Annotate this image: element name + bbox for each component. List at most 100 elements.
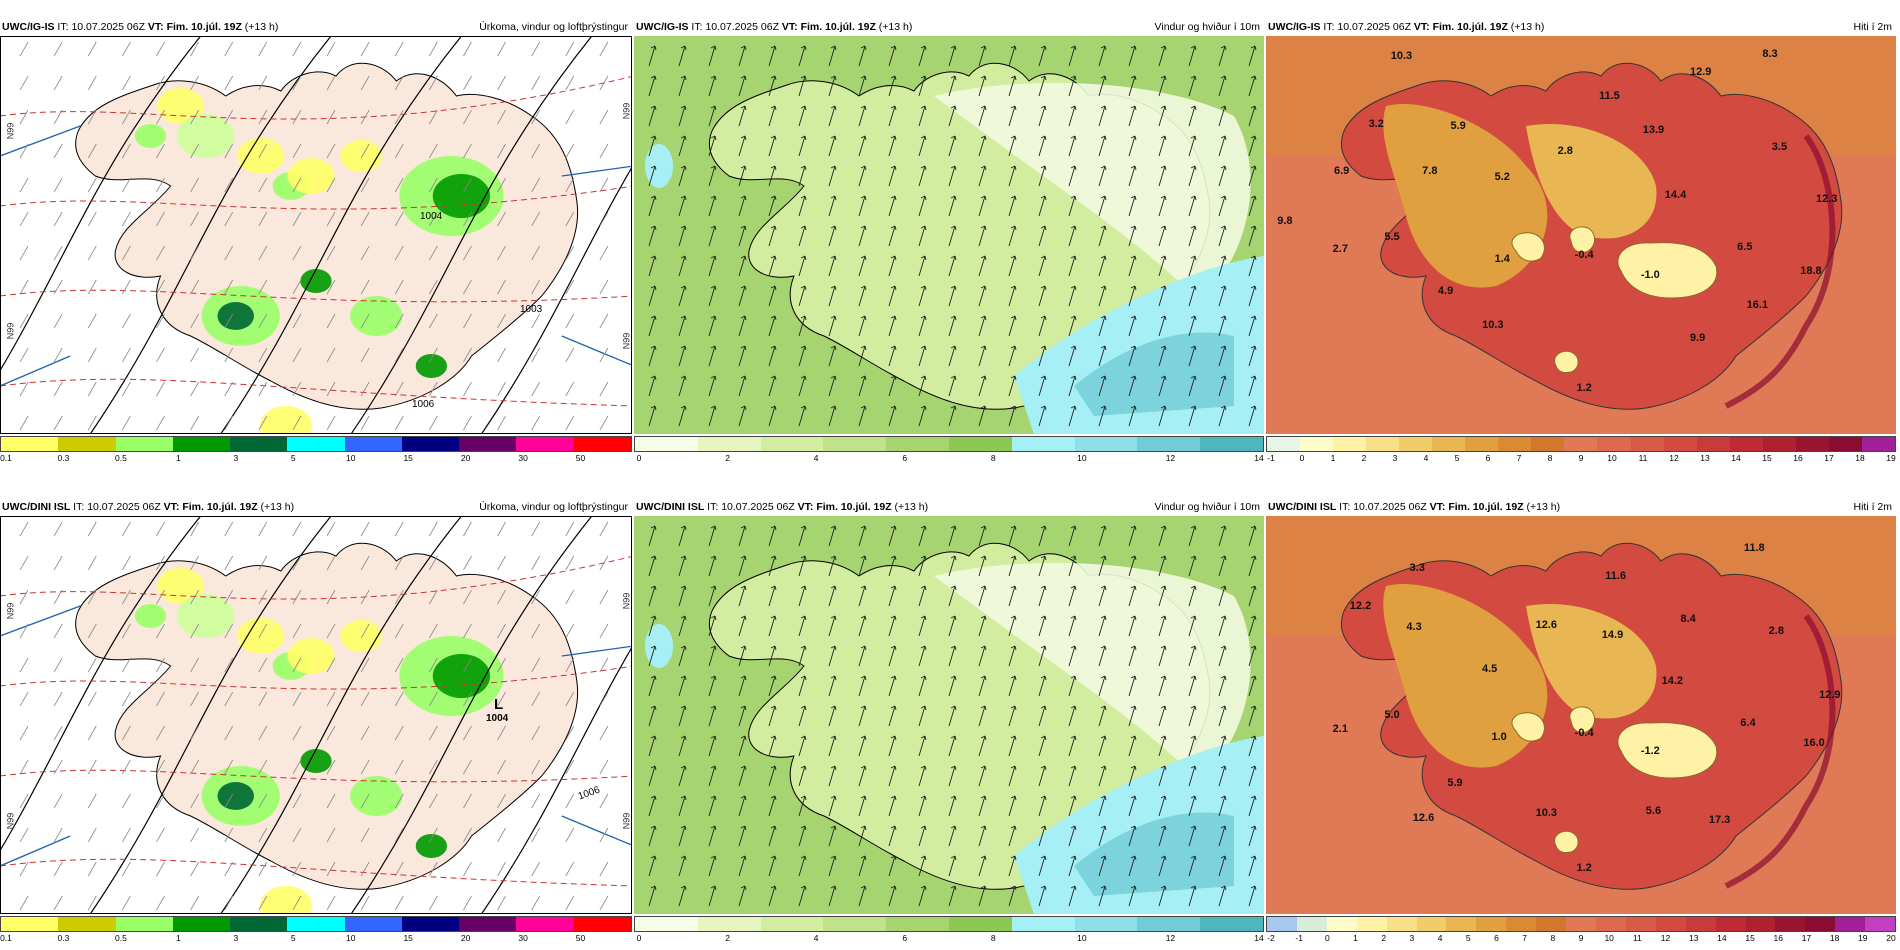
wind-barb (531, 691, 541, 707)
wind-arrowhead (890, 585, 897, 591)
vt-label: VT: (797, 501, 814, 513)
wind-arrow (918, 585, 926, 607)
wind-arrow (1038, 705, 1046, 727)
wind-barb (19, 279, 29, 295)
wind-arrow (978, 195, 986, 217)
wind-arrow (738, 75, 746, 97)
wind-arrowhead (1130, 165, 1137, 171)
wind-arrow (1098, 705, 1106, 727)
wind-barb (394, 521, 404, 537)
wind-barb (258, 861, 268, 877)
wind-arrowhead (1160, 195, 1167, 201)
wind-arrowhead (740, 225, 747, 231)
wind-arrowhead (770, 555, 777, 561)
wind-barb (394, 589, 404, 605)
wind-arrow (798, 225, 806, 247)
wind-arrow (1008, 75, 1016, 97)
wind-barb (531, 313, 541, 329)
wind-arrow (858, 885, 866, 907)
wind-barb (190, 313, 199, 329)
wind-arrow (738, 165, 746, 187)
vt-value: Fim. 10.júl. 19Z (816, 501, 892, 513)
wind-arrow (1248, 375, 1256, 397)
wind-arrowhead (770, 285, 777, 291)
temp-value-label: 16.1 (1746, 298, 1769, 311)
wind-arrow (1008, 885, 1016, 907)
wind-arrow (1008, 825, 1016, 847)
wind-barb (292, 75, 302, 91)
wind-arrowhead (1010, 345, 1017, 351)
wind-arrow (1098, 195, 1106, 217)
wind-arrow (1248, 315, 1256, 337)
wind-arrowhead (650, 345, 657, 351)
wind-arrow (768, 705, 776, 727)
wind-barb (599, 347, 609, 363)
wind-barb (463, 313, 472, 329)
wind-arrowhead (920, 225, 927, 231)
wind-arrow (918, 345, 926, 367)
wind-arrowhead (710, 885, 717, 891)
colorbar-swatch (230, 917, 288, 931)
colorbar-swatch (1137, 917, 1201, 931)
wind-arrowhead (1250, 135, 1257, 141)
wind-arrow (708, 615, 716, 637)
wind-arrow (918, 825, 926, 847)
wind-barb (190, 861, 199, 877)
wind-arrow (1248, 825, 1256, 847)
wind-arrowhead (800, 855, 807, 861)
wind-arrow (1218, 165, 1226, 187)
wind-arrowhead (920, 525, 927, 531)
wind-barb (292, 555, 302, 571)
wind-arrowhead (1250, 195, 1257, 201)
wind-arrowhead (890, 345, 897, 351)
wind-arrow (1128, 105, 1136, 127)
wind-arrow (858, 375, 866, 397)
wind-arrowhead (890, 615, 897, 621)
wind-arrowhead (800, 285, 807, 291)
wind-arrow (648, 135, 656, 157)
wind-barb (258, 245, 268, 261)
wind-arrow (798, 375, 806, 397)
wind-barb (326, 657, 336, 673)
wind-arrow (1188, 735, 1196, 757)
wind-arrow (1038, 585, 1046, 607)
temp-value-label: 14.9 (1601, 629, 1624, 642)
wind-arrowhead (650, 195, 657, 201)
wind-arrowhead (830, 285, 837, 291)
wind-arrow (1008, 555, 1016, 577)
temp-value-label: 1.2 (1576, 382, 1592, 395)
wind-arrow (708, 645, 716, 667)
wind-barb (156, 109, 165, 125)
wind-arrow (888, 165, 896, 187)
wind-arrow (1218, 585, 1226, 607)
wind-arrow (1188, 405, 1196, 427)
wind-barb (224, 861, 234, 877)
wind-arrow (858, 285, 866, 307)
wind-arrow (1218, 255, 1226, 277)
colorbar-tick-label: 0 (636, 933, 642, 943)
wind-arrow (1098, 375, 1106, 397)
wind-arrowhead (800, 195, 807, 201)
wind-arrowhead (1040, 135, 1047, 141)
colorbar-tick-label: 19 (1858, 933, 1868, 943)
colorbar-swatch (1200, 917, 1263, 931)
colorbar-tick-label: 18 (1829, 933, 1840, 943)
wind-arrowhead (710, 285, 717, 291)
wind-arrow (1158, 825, 1166, 847)
wind-arrow (768, 825, 776, 847)
wind-arrow (978, 405, 986, 427)
wind-arrowhead (740, 675, 747, 681)
wind-arrow (1128, 345, 1136, 367)
wind-arrow (858, 135, 866, 157)
wind-barb (156, 895, 165, 911)
colorbar-tick-label: 10 (345, 933, 356, 943)
wind-arrow (948, 285, 956, 307)
colorbar-tick-label: 10 (345, 453, 356, 463)
wind-barb (292, 177, 302, 193)
wind-arrowhead (650, 705, 657, 711)
colorbar-tick-label: 5 (290, 453, 296, 463)
wind-arrowhead (800, 585, 807, 591)
wind-arrow (1128, 285, 1136, 307)
colorbar-tick-label: 9 (1578, 933, 1584, 943)
wind-barb (360, 589, 370, 605)
